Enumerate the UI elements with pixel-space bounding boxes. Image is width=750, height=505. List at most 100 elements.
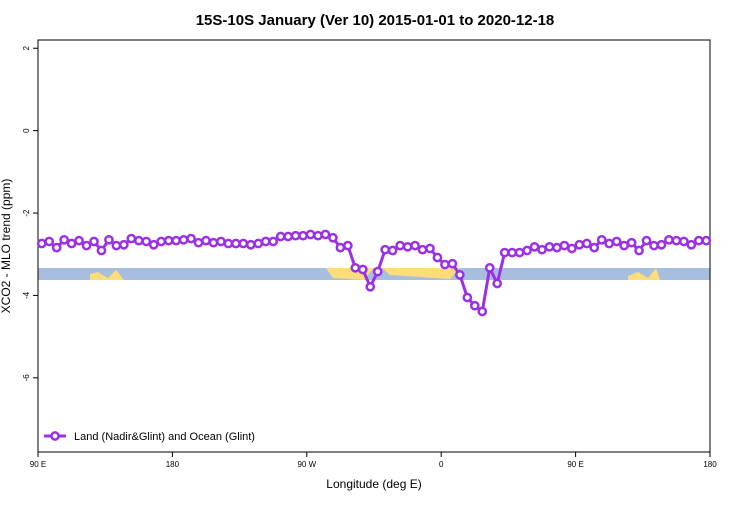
land-patch — [382, 268, 460, 279]
data-point — [462, 292, 473, 303]
y-axis-label: XCO2 - MLO trend (ppm) — [0, 179, 13, 314]
data-point — [380, 244, 391, 255]
data-point — [320, 229, 331, 240]
data-point — [410, 240, 420, 251]
data-point — [559, 240, 570, 251]
data-point — [59, 234, 69, 245]
data-point — [693, 235, 704, 246]
data-point — [186, 233, 196, 244]
y-tick-label: -6 — [22, 374, 31, 382]
data-point — [686, 239, 697, 250]
x-tick-label: 90 E — [30, 460, 46, 469]
data-point — [148, 239, 159, 250]
data-point — [499, 247, 510, 258]
data-point — [522, 245, 532, 256]
legend-label: Land (Nadir&Glint) and Ocean (Glint) — [74, 431, 255, 443]
data-point — [634, 245, 644, 256]
data-point — [365, 281, 376, 292]
data-point — [36, 238, 47, 249]
data-point — [193, 237, 204, 248]
data-point — [111, 240, 122, 251]
data-point — [283, 231, 293, 242]
data-point — [387, 245, 398, 256]
x-tick-label: 180 — [703, 460, 717, 469]
data-point — [656, 239, 667, 250]
data-point — [395, 240, 405, 251]
data-point — [619, 240, 629, 251]
data-point — [350, 262, 361, 273]
data-point — [66, 238, 77, 249]
data-point — [96, 245, 107, 256]
data-point — [574, 239, 585, 250]
land-patch — [90, 270, 124, 280]
data-point — [589, 242, 600, 253]
data-point — [626, 237, 637, 248]
data-point — [447, 258, 458, 269]
data-point — [298, 230, 308, 241]
data-point — [671, 235, 682, 246]
data-point — [544, 241, 555, 252]
data-point — [455, 269, 465, 280]
data-point — [440, 259, 450, 270]
data-point — [328, 232, 338, 243]
x-tick-label: 0 — [439, 460, 444, 469]
data-point — [529, 241, 540, 252]
data-point — [141, 236, 152, 247]
x-axis-label: Longitude (deg E) — [326, 477, 421, 491]
data-point — [156, 236, 167, 247]
y-tick-label: -4 — [22, 291, 31, 299]
data-point — [126, 233, 137, 244]
data-point — [335, 242, 346, 253]
data-point — [238, 238, 249, 249]
y-tick-label: -2 — [22, 209, 31, 217]
data-point — [81, 240, 92, 251]
x-tick-label: 90 W — [297, 460, 316, 469]
data-point — [133, 235, 144, 246]
data-point — [253, 238, 264, 249]
data-point — [492, 278, 503, 289]
data-point — [89, 236, 99, 247]
data-point — [178, 234, 189, 245]
data-point — [537, 244, 547, 255]
data-point — [44, 236, 55, 247]
data-point — [514, 247, 525, 258]
data-point — [552, 242, 562, 253]
data-point — [604, 238, 615, 249]
data-point — [208, 237, 219, 248]
x-tick-label: 180 — [166, 460, 180, 469]
data-point — [596, 234, 607, 245]
data-point — [417, 244, 428, 255]
data-point — [402, 241, 413, 252]
land-patch — [628, 268, 660, 280]
data-point — [469, 300, 480, 311]
data-point — [701, 235, 712, 246]
data-point — [119, 239, 129, 250]
data-point — [260, 236, 271, 247]
data-point — [216, 236, 226, 247]
data-point — [649, 240, 659, 251]
data-point — [104, 234, 114, 245]
data-point — [581, 238, 592, 249]
data-point — [432, 252, 443, 263]
data-point — [343, 240, 353, 251]
legend-marker — [50, 431, 60, 441]
data-point — [477, 306, 488, 317]
x-tick-label: 90 E — [567, 460, 583, 469]
y-tick-label: 2 — [22, 45, 31, 50]
data-point — [74, 235, 84, 246]
data-point — [679, 236, 689, 247]
data-point — [611, 236, 622, 247]
data-point — [163, 235, 174, 246]
data-point — [507, 247, 517, 258]
data-point — [231, 238, 241, 249]
data-point — [641, 235, 652, 246]
data-point — [268, 236, 279, 247]
data-point — [425, 243, 435, 254]
data-point — [372, 266, 383, 277]
data-point — [664, 234, 674, 245]
data-point — [484, 262, 495, 273]
y-tick-label: 0 — [22, 128, 31, 133]
data-point — [223, 238, 234, 249]
data-point — [313, 230, 323, 241]
data-point — [275, 231, 286, 242]
